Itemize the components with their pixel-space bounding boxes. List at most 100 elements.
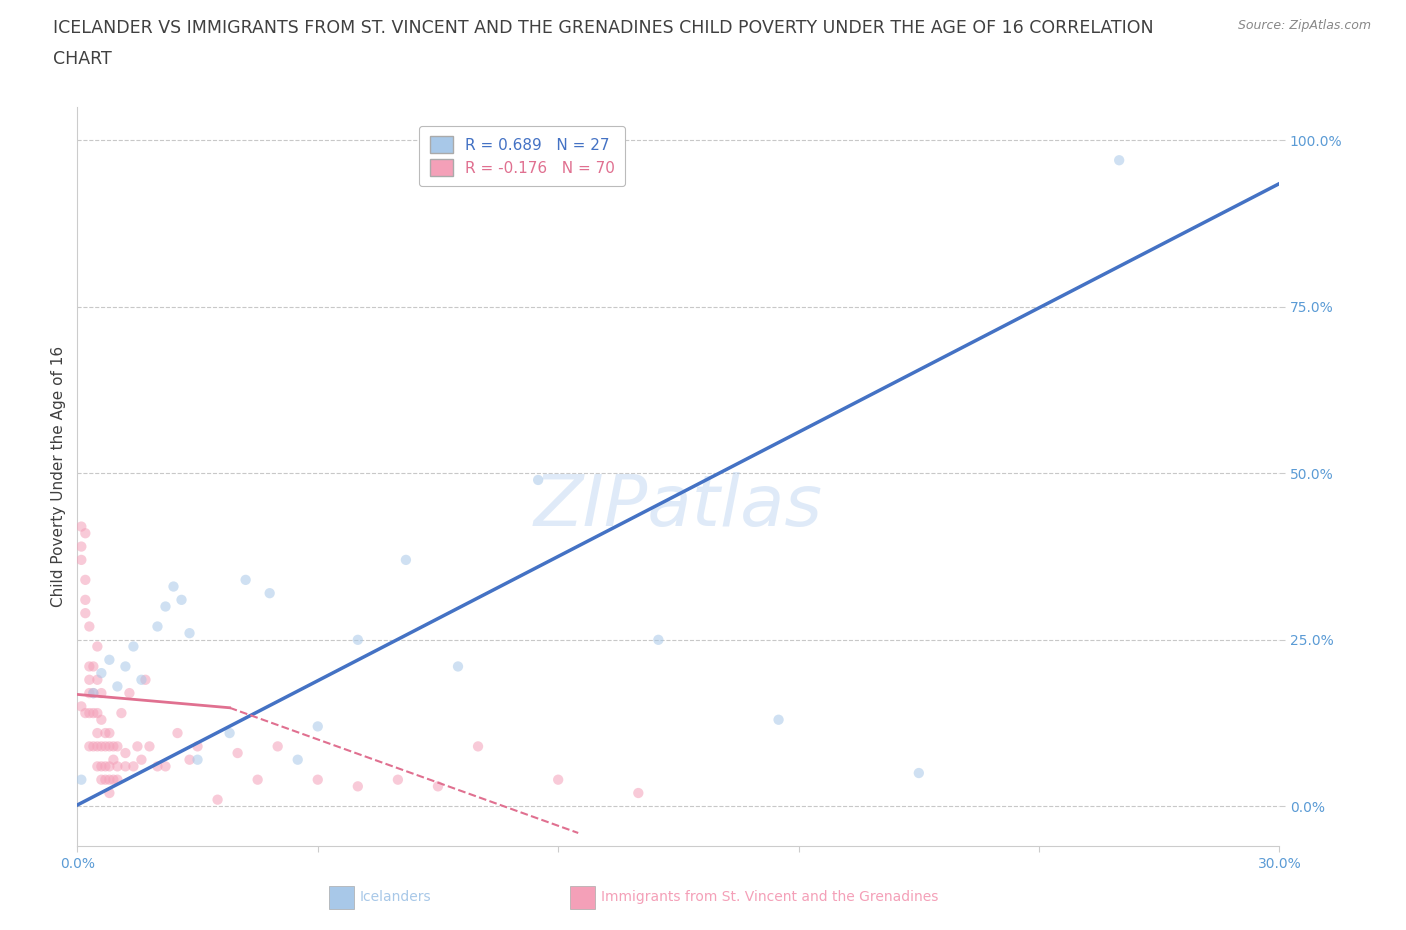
Point bbox=[103, 739, 125, 754]
Point bbox=[70, 699, 93, 714]
Point bbox=[162, 579, 184, 594]
Point bbox=[86, 639, 108, 654]
Point bbox=[98, 725, 121, 740]
Point bbox=[207, 792, 229, 807]
Point bbox=[134, 672, 156, 687]
Point bbox=[1108, 153, 1130, 167]
Point bbox=[86, 706, 108, 721]
Point bbox=[427, 779, 450, 794]
Point bbox=[218, 725, 240, 740]
Point bbox=[90, 712, 112, 727]
Point bbox=[70, 772, 93, 787]
Point bbox=[170, 592, 193, 607]
Point bbox=[107, 772, 129, 787]
Text: ZIPatlas: ZIPatlas bbox=[534, 472, 823, 540]
Point bbox=[70, 519, 93, 534]
Point bbox=[118, 685, 141, 700]
Point bbox=[86, 672, 108, 687]
Text: Immigrants from St. Vincent and the Grenadines: Immigrants from St. Vincent and the Gren… bbox=[600, 890, 938, 905]
Point bbox=[166, 725, 188, 740]
Point bbox=[94, 725, 117, 740]
Point bbox=[98, 786, 121, 801]
Point bbox=[79, 706, 101, 721]
Point bbox=[107, 759, 129, 774]
Point bbox=[94, 739, 117, 754]
Point bbox=[70, 539, 93, 554]
Point bbox=[259, 586, 281, 601]
Point bbox=[86, 725, 108, 740]
Point bbox=[347, 632, 370, 647]
Point bbox=[107, 679, 129, 694]
Text: Source: ZipAtlas.com: Source: ZipAtlas.com bbox=[1237, 19, 1371, 32]
Point bbox=[90, 739, 112, 754]
Point bbox=[90, 666, 112, 681]
Point bbox=[86, 739, 108, 754]
Point bbox=[98, 759, 121, 774]
Point bbox=[98, 652, 121, 667]
Point bbox=[70, 552, 93, 567]
Point bbox=[127, 739, 149, 754]
Point bbox=[90, 759, 112, 774]
Point bbox=[246, 772, 269, 787]
Point bbox=[114, 746, 136, 761]
Point bbox=[107, 739, 129, 754]
Point bbox=[82, 706, 104, 721]
Point bbox=[347, 779, 370, 794]
Point bbox=[627, 786, 650, 801]
Point bbox=[90, 685, 112, 700]
Point bbox=[267, 739, 290, 754]
Point bbox=[79, 659, 101, 674]
Point bbox=[287, 752, 309, 767]
Point bbox=[82, 739, 104, 754]
Y-axis label: Child Poverty Under the Age of 16: Child Poverty Under the Age of 16 bbox=[51, 346, 66, 607]
Point bbox=[75, 573, 97, 588]
Point bbox=[307, 719, 329, 734]
Point bbox=[94, 759, 117, 774]
Point bbox=[122, 639, 145, 654]
Point bbox=[307, 772, 329, 787]
Point bbox=[131, 672, 153, 687]
Point bbox=[179, 752, 201, 767]
Point bbox=[79, 739, 101, 754]
Text: Icelanders: Icelanders bbox=[360, 890, 432, 905]
Point bbox=[82, 685, 104, 700]
Point bbox=[138, 739, 160, 754]
Point bbox=[186, 739, 209, 754]
Point bbox=[387, 772, 409, 787]
Point bbox=[82, 659, 104, 674]
Point bbox=[103, 772, 125, 787]
Point bbox=[79, 685, 101, 700]
Point bbox=[447, 659, 470, 674]
Point bbox=[98, 739, 121, 754]
Point bbox=[547, 772, 569, 787]
Point bbox=[131, 752, 153, 767]
Point bbox=[768, 712, 790, 727]
Point bbox=[155, 599, 177, 614]
Point bbox=[79, 672, 101, 687]
Point bbox=[908, 765, 931, 780]
Point bbox=[527, 472, 550, 487]
Point bbox=[179, 626, 201, 641]
Legend: R = 0.689   N = 27, R = -0.176   N = 70: R = 0.689 N = 27, R = -0.176 N = 70 bbox=[419, 126, 626, 187]
Point bbox=[90, 772, 112, 787]
Point bbox=[75, 605, 97, 620]
Point bbox=[75, 706, 97, 721]
Point bbox=[146, 619, 169, 634]
Point bbox=[79, 619, 101, 634]
Point bbox=[186, 752, 209, 767]
Point bbox=[155, 759, 177, 774]
Text: ICELANDER VS IMMIGRANTS FROM ST. VINCENT AND THE GRENADINES CHILD POVERTY UNDER : ICELANDER VS IMMIGRANTS FROM ST. VINCENT… bbox=[53, 19, 1154, 36]
Point bbox=[235, 573, 257, 588]
Point bbox=[86, 759, 108, 774]
Point bbox=[114, 759, 136, 774]
Point bbox=[395, 552, 418, 567]
Point bbox=[146, 759, 169, 774]
Point bbox=[75, 525, 97, 540]
Point bbox=[647, 632, 669, 647]
Point bbox=[98, 772, 121, 787]
Point bbox=[226, 746, 249, 761]
Point bbox=[110, 706, 132, 721]
Point bbox=[103, 752, 125, 767]
Point bbox=[114, 659, 136, 674]
Point bbox=[82, 685, 104, 700]
